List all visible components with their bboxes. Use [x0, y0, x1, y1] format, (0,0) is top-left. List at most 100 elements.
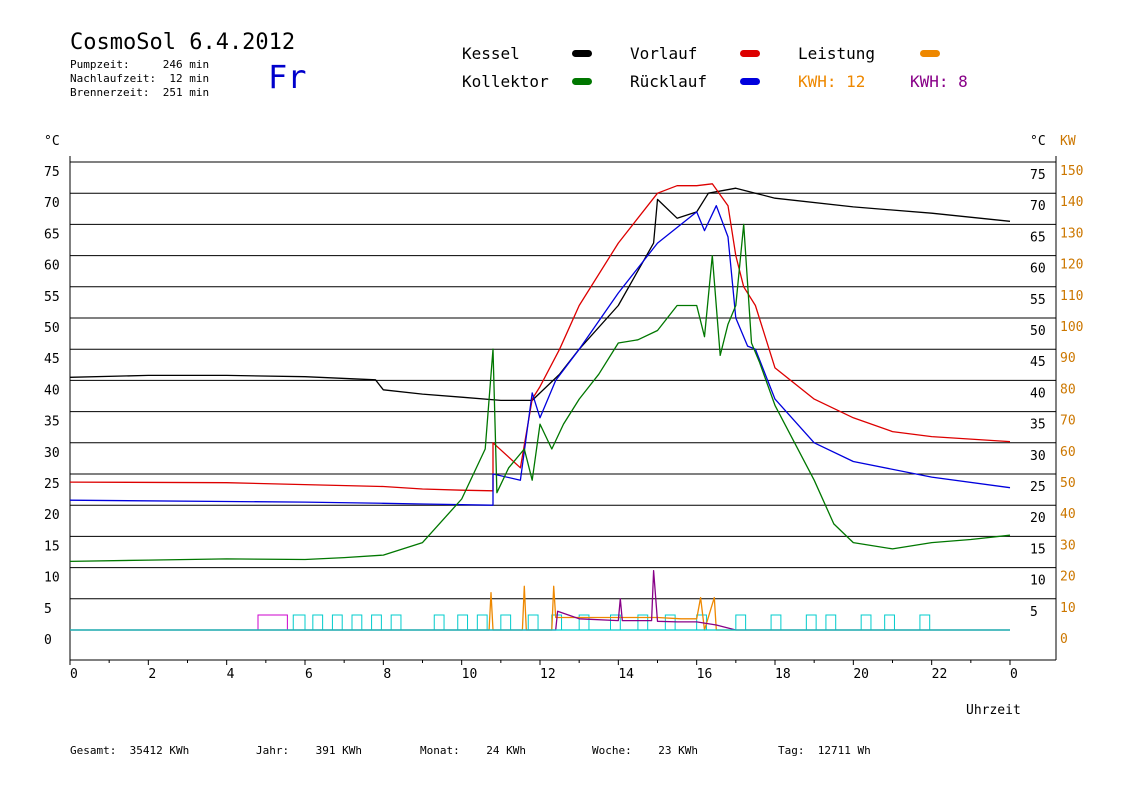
x-tick-label: 10: [462, 667, 478, 682]
y-tick-label-right-power: 110: [1060, 289, 1083, 304]
footer-week: Woche: 23 KWh: [592, 744, 698, 757]
legend-kessel-swatch: [572, 50, 592, 57]
y-tick-label-right-power: 30: [1060, 538, 1076, 553]
x-axis-label: Uhrzeit: [966, 703, 1021, 718]
y-tick-label-right-power: 0: [1060, 632, 1068, 647]
pump-pulse-marker: [476, 614, 488, 631]
y-tick-label-right-temp: 40: [1030, 386, 1046, 401]
pump-pulse-marker: [312, 614, 324, 631]
after-run-time: Nachlaufzeit: 12 min: [70, 72, 210, 85]
pump-pulse-marker: [770, 614, 782, 631]
footer-total: Gesamt: 35412 KWh: [70, 744, 190, 757]
series-line-rcklauf: [69, 205, 1011, 506]
y-tick-label-right-power: 70: [1060, 414, 1076, 429]
y-tick-label-right-temp: 65: [1030, 230, 1046, 245]
y-tick-label-right-power: 150: [1060, 164, 1083, 179]
footer-month: Monat: 24 KWh: [420, 744, 526, 757]
legend-ruecklauf-label: Rücklauf: [630, 72, 708, 91]
x-tick-label: 2: [148, 667, 156, 682]
y-tick-label-left: 30: [44, 446, 60, 461]
pump-pulse-marker: [433, 614, 445, 631]
y-tick-label-right-temp: 45: [1030, 355, 1046, 370]
y-tick-label-left: 55: [44, 290, 60, 305]
y-axis-unit-right: °C: [1030, 134, 1046, 149]
y-tick-label-right-temp: 35: [1030, 418, 1046, 433]
y-tick-label-right-temp: 20: [1030, 511, 1046, 526]
y-axis-unit-left: °C: [44, 134, 60, 149]
y-tick-label-right-temp: 10: [1030, 574, 1046, 589]
y-tick-label-right-temp: 60: [1030, 262, 1046, 277]
kwh-total-purple: KWH: 8: [910, 72, 968, 91]
y-tick-label-left: 10: [44, 571, 60, 586]
legend-kessel-label: Kessel: [462, 44, 520, 63]
y-tick-label-left: 5: [44, 602, 52, 617]
pump-time: Pumpzeit: 246 min: [70, 58, 210, 71]
legend-vorlauf-label: Vorlauf: [630, 44, 698, 63]
x-tick-label: 22: [932, 667, 948, 682]
legend-kollektor-label: Kollektor: [462, 72, 549, 91]
y-tick-label-right-power: 130: [1060, 226, 1083, 241]
footer-day: Tag: 12711 Wh: [778, 744, 871, 757]
pump-pulse-marker: [527, 614, 539, 631]
x-tick-label: 20: [853, 667, 869, 682]
y-axis-unit-power: KW: [1060, 134, 1076, 149]
x-tick-label: 0: [70, 667, 78, 682]
y-tick-label-left: 75: [44, 165, 60, 180]
pump-pulse-marker: [292, 614, 306, 631]
y-tick-label-right-power: 120: [1060, 258, 1083, 273]
y-tick-label-right-temp: 15: [1030, 542, 1046, 557]
series-line-vorlauf: [69, 183, 1011, 492]
pump-pulse-marker: [735, 614, 747, 631]
pump-pulse-marker: [390, 614, 402, 631]
x-tick-label: 8: [383, 667, 391, 682]
footer-year: Jahr: 391 KWh: [256, 744, 362, 757]
x-tick-label: 16: [697, 667, 713, 682]
pump-pulse-marker: [884, 614, 895, 631]
pump-pulse-marker: [351, 614, 363, 631]
pump-pulse-marker: [664, 614, 676, 631]
y-tick-label-left: 50: [44, 321, 60, 336]
y-tick-label-right-power: 50: [1060, 476, 1076, 491]
pump-pulse-marker: [825, 614, 837, 631]
x-tick-label: 14: [618, 667, 634, 682]
y-tick-label-right-power: 90: [1060, 351, 1076, 366]
legend-vorlauf-swatch: [740, 50, 760, 57]
legend-kollektor-swatch: [572, 78, 592, 85]
page-title: CosmoSol 6.4.2012: [70, 30, 296, 55]
x-tick-label: 18: [775, 667, 791, 682]
series-line-kwh: [70, 570, 1010, 631]
y-tick-label-left: 25: [44, 477, 60, 492]
pump-pulse-marker: [860, 614, 872, 631]
y-tick-label-right-temp: 30: [1030, 449, 1046, 464]
x-tick-label: 0: [1010, 667, 1018, 682]
x-tick-label: 6: [305, 667, 313, 682]
x-tick-label: 12: [540, 667, 556, 682]
pump-pulse-marker: [919, 614, 931, 631]
y-tick-label-left: 0: [44, 633, 52, 648]
y-tick-label-right-power: 100: [1060, 320, 1083, 335]
y-tick-label-left: 45: [44, 352, 60, 367]
legend-ruecklauf-swatch: [740, 78, 760, 85]
pump-pulse-marker: [371, 614, 382, 631]
pump-pulse-marker: [457, 614, 469, 631]
y-tick-label-right-power: 20: [1060, 570, 1076, 585]
y-tick-label-left: 35: [44, 415, 60, 430]
y-tick-label-left: 70: [44, 196, 60, 211]
burner-pulse-marker: [257, 614, 288, 631]
legend-leistung-label: Leistung: [798, 44, 876, 63]
y-tick-label-right-temp: 50: [1030, 324, 1046, 339]
y-tick-label-left: 20: [44, 508, 60, 523]
weekday-label: Fr: [268, 58, 307, 96]
y-tick-label-right-power: 60: [1060, 445, 1076, 460]
x-tick-label: 4: [227, 667, 235, 682]
y-tick-label-right-temp: 25: [1030, 480, 1046, 495]
y-tick-label-left: 65: [44, 227, 60, 242]
burner-time: Brennerzeit: 251 min: [70, 86, 210, 99]
y-tick-label-right-power: 80: [1060, 382, 1076, 397]
y-tick-label-right-temp: 75: [1030, 168, 1046, 183]
y-tick-label-right-power: 140: [1060, 195, 1083, 210]
y-tick-label-right-temp: 5: [1030, 605, 1038, 620]
y-tick-label-left: 15: [44, 539, 60, 554]
series-line-leistung: [70, 585, 1010, 631]
kwh-total-orange: KWH: 12: [798, 72, 866, 91]
